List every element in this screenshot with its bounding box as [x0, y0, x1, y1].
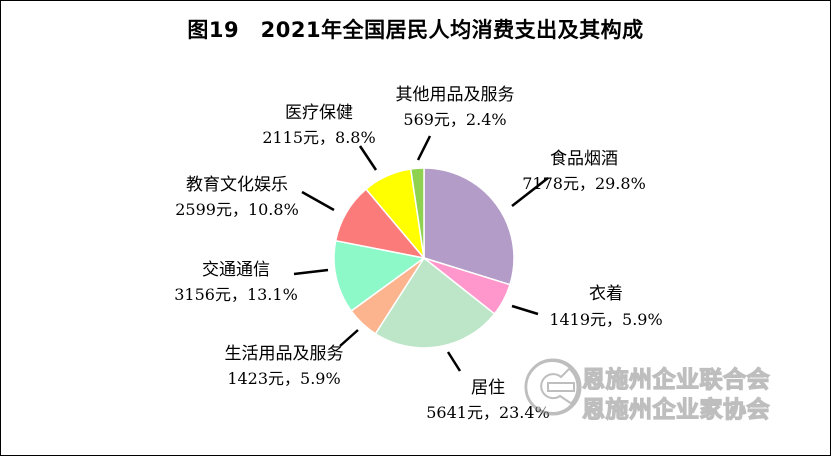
watermark-line-1: 恩施州企业联合会	[581, 366, 770, 393]
pie-slice-3	[374, 256, 496, 349]
slice-label-name-7: 医疗保健	[285, 103, 353, 123]
slice-label-value-2: 1419元，5.9%	[549, 310, 662, 329]
slice-label-name-5: 交通通信	[202, 260, 270, 280]
pie-slice-8	[409, 167, 425, 259]
leader-line-4	[339, 329, 359, 347]
pie-slices	[333, 167, 515, 349]
leader-line-8	[416, 135, 432, 161]
slice-label-value-6: 2599元，10.8%	[175, 200, 299, 219]
slice-label-name-3: 居住	[471, 378, 505, 398]
slice-label-value-7: 2115元，8.8%	[262, 128, 375, 147]
slice-label-name-8: 其他用品及服务	[396, 85, 515, 105]
slice-label-name-1: 食品烟酒	[550, 149, 618, 169]
leader-line-5	[293, 268, 329, 276]
pie-slice-1	[423, 167, 515, 286]
watermark-line-2: 恩施州企业家协会	[581, 396, 770, 423]
slice-labels: 食品烟酒 7178元，29.8% 衣着 1419元，5.9% 居住 5641元，23.4%…	[174, 85, 662, 422]
slice-label-name-4: 生活用品及服务	[225, 344, 344, 364]
slice-label-name-6: 教育文化娱乐	[186, 175, 288, 195]
slice-label-value-1: 7178元，29.8%	[522, 174, 646, 193]
leader-lines	[293, 135, 549, 372]
leader-line-2	[511, 304, 539, 316]
pie-slice-5	[333, 239, 426, 313]
slice-label-value-4: 1423元，5.9%	[227, 369, 340, 388]
slice-label-value-8: 569元，2.4%	[403, 110, 506, 129]
slice-label-value-3: 5641元，23.4%	[426, 403, 550, 422]
leader-line-1	[511, 177, 549, 207]
slice-label-name-2: 衣着	[589, 284, 623, 304]
chart-title: 图19 2021年全国居民人均消费支出及其构成	[187, 18, 644, 42]
watermark-logo-icon	[524, 358, 582, 416]
leader-line-7	[358, 145, 378, 171]
slice-label-value-5: 3156元，13.1%	[174, 285, 298, 304]
leader-line-6	[301, 190, 335, 212]
watermark: 恩施州企业联合会 恩施州企业家协会	[520, 352, 820, 424]
leader-line-3	[446, 351, 462, 372]
